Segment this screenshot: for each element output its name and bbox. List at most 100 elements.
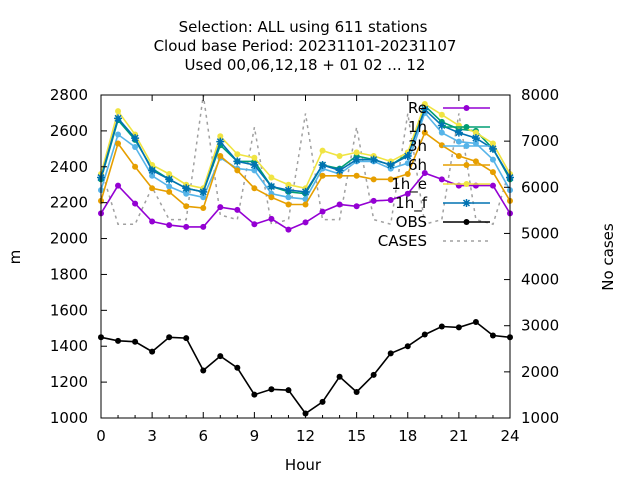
data-point-center [133, 136, 138, 141]
data-point [251, 185, 258, 192]
data-point [421, 331, 428, 338]
data-point-center [439, 123, 444, 128]
legend-marker [462, 199, 471, 207]
x-tick-label: 6 [198, 427, 208, 445]
data-point-center [490, 146, 495, 151]
series-cases [100, 94, 511, 226]
series-line [100, 321, 511, 415]
y-tick-label: 1800 [50, 265, 88, 283]
y-tick-label: 2800 [50, 86, 88, 104]
data-point [251, 221, 258, 228]
y-tick-label: 2200 [50, 194, 88, 212]
y2-axis-label: No cases [599, 223, 617, 291]
data-point [149, 172, 156, 179]
x-tick-label: 18 [398, 427, 417, 445]
data-point [455, 153, 462, 160]
x-tick-label: 3 [147, 427, 157, 445]
data-point-center [388, 162, 393, 167]
data-point [472, 129, 479, 136]
series-obs [98, 318, 513, 417]
data-point-center [320, 162, 325, 167]
data-point [489, 182, 496, 189]
data-point [302, 219, 309, 226]
y2-tick-label: 1000 [521, 409, 559, 427]
data-point [472, 318, 479, 325]
legend-label: OBS [396, 213, 427, 231]
title-line-3: Used 00,06,12,18 + 01 02 ... 12 [185, 56, 426, 74]
data-point [115, 182, 122, 189]
data-point [336, 201, 343, 208]
legend-entry-6h: 6h [408, 156, 490, 174]
chart-title: Selection: ALL using 611 stations Cloud … [154, 18, 457, 74]
data-point [149, 218, 156, 225]
data-point [489, 156, 496, 163]
data-point [115, 140, 122, 147]
legend-label: CASES [378, 232, 427, 250]
data-point [268, 386, 275, 393]
data-point [404, 190, 411, 197]
legend-entry-cases: CASES [378, 232, 490, 250]
y2-tick-label: 7000 [521, 132, 559, 150]
data-point-center [116, 116, 121, 121]
data-point [404, 343, 411, 350]
data-point [166, 222, 173, 229]
data-point [234, 151, 241, 158]
data-point-center [269, 184, 274, 189]
y2-tick-label: 4000 [521, 271, 559, 289]
y2-tick-label: 5000 [521, 224, 559, 242]
data-point [438, 323, 445, 330]
data-point [404, 170, 411, 177]
data-point [336, 153, 343, 160]
title-line-1: Selection: ALL using 611 stations [179, 18, 428, 36]
data-point [166, 170, 173, 177]
x-tick-label: 21 [449, 427, 468, 445]
series-layer [97, 94, 514, 417]
data-point [183, 190, 190, 197]
data-point-center [337, 168, 342, 173]
data-point [183, 223, 190, 230]
data-point [115, 337, 122, 344]
data-point [115, 131, 122, 138]
data-point-center [235, 159, 240, 164]
data-point [455, 138, 462, 145]
data-point [489, 332, 496, 339]
y2-tick-label: 8000 [521, 86, 559, 104]
legend-marker [463, 162, 470, 168]
legend-marker [463, 124, 470, 130]
data-point-center [422, 107, 427, 112]
data-point [217, 204, 224, 211]
data-point [319, 147, 326, 154]
legend-label: 3h [408, 137, 427, 155]
data-point [285, 194, 292, 201]
data-point [217, 353, 224, 360]
y-tick-label: 2000 [50, 230, 88, 248]
data-point-center [184, 186, 189, 191]
data-point-center [286, 188, 291, 193]
data-point [285, 181, 292, 188]
legend-label: Re [408, 99, 427, 117]
legend-entry-3h: 3h [408, 137, 490, 155]
series-6h [98, 129, 513, 212]
data-point [319, 398, 326, 405]
data-point [370, 176, 377, 183]
data-point [251, 391, 258, 398]
data-point [336, 172, 343, 179]
y-tick-label: 2600 [50, 122, 88, 140]
data-point [302, 201, 309, 208]
data-point [438, 176, 445, 183]
x-tick-label: 9 [250, 427, 260, 445]
data-point [115, 108, 122, 115]
data-point-center [405, 154, 410, 159]
x-axis-label: Hour [285, 456, 322, 474]
data-point-center [354, 157, 359, 162]
data-point [438, 129, 445, 136]
legend-label: 6h [408, 156, 427, 174]
data-point [472, 140, 479, 147]
y2-tick-label: 6000 [521, 178, 559, 196]
data-point [353, 172, 360, 179]
data-point [234, 364, 241, 371]
legend-label: 1h_f [395, 194, 428, 213]
data-point [370, 197, 377, 204]
